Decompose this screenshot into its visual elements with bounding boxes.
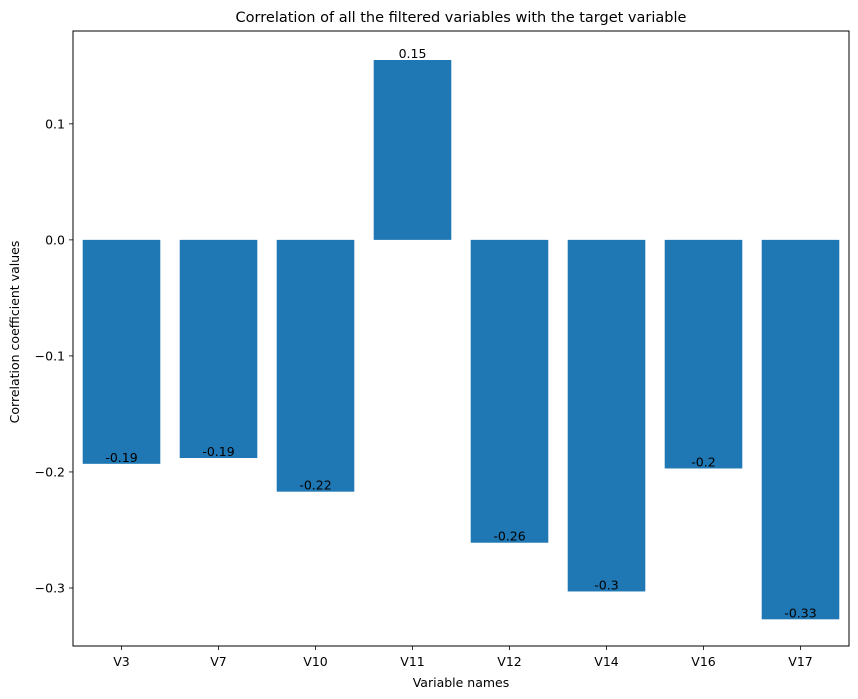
bar-value-label: -0.2 <box>691 454 715 469</box>
x-tick-label: V16 <box>691 654 716 669</box>
bar-value-label: -0.26 <box>493 529 525 544</box>
plot-frame <box>72 30 850 647</box>
y-axis-ticks: −0.3 −0.2 −0.1 0.0 0.1 <box>35 116 73 595</box>
y-tick-label: −0.2 <box>35 464 65 479</box>
x-tick-label: V7 <box>210 654 227 669</box>
y-tick-label: −0.3 <box>35 580 65 595</box>
bar-labels: -0.19 -0.19 -0.22 0.15 -0.26 -0.3 -0.2 -0.33 <box>105 46 816 620</box>
y-tick-label: 0.0 <box>45 232 65 247</box>
bars <box>82 60 840 620</box>
x-tick-label: V3 <box>113 654 130 669</box>
x-axis-ticks: V3 V7 V10 V11 V12 V14 V16 V17 <box>113 646 813 669</box>
y-tick-label: −0.1 <box>35 348 65 363</box>
bar-value-label: -0.19 <box>202 444 234 459</box>
chart-title: Correlation of all the filtered variable… <box>236 10 687 26</box>
bar-v17 <box>761 239 840 620</box>
bar-v12 <box>470 239 549 543</box>
bar-value-label: -0.33 <box>784 605 816 620</box>
bar-v10 <box>276 239 355 492</box>
x-tick-label: V17 <box>788 654 812 669</box>
bar-value-label: -0.3 <box>594 577 618 592</box>
bar-v16 <box>664 239 743 469</box>
x-tick-label: V10 <box>303 654 328 669</box>
bar-v3 <box>82 239 161 464</box>
y-axis-label: Correlation coefficient values <box>7 241 22 424</box>
x-axis-label: Variable names <box>413 675 510 690</box>
bar-v11 <box>373 60 452 240</box>
x-tick-label: V11 <box>400 654 424 669</box>
y-tick-label: 0.1 <box>45 116 65 131</box>
bar-value-label: -0.22 <box>299 478 331 493</box>
bar-v14 <box>567 239 646 592</box>
bar-v7 <box>179 239 258 459</box>
bar-value-label: -0.19 <box>105 450 137 465</box>
x-tick-label: V14 <box>594 654 619 669</box>
bar-value-label: 0.15 <box>399 46 427 61</box>
plot-area: -0.19 -0.19 -0.22 0.15 -0.26 -0.3 -0.2 -0.33 −0… <box>35 30 850 669</box>
x-tick-label: V12 <box>497 654 521 669</box>
